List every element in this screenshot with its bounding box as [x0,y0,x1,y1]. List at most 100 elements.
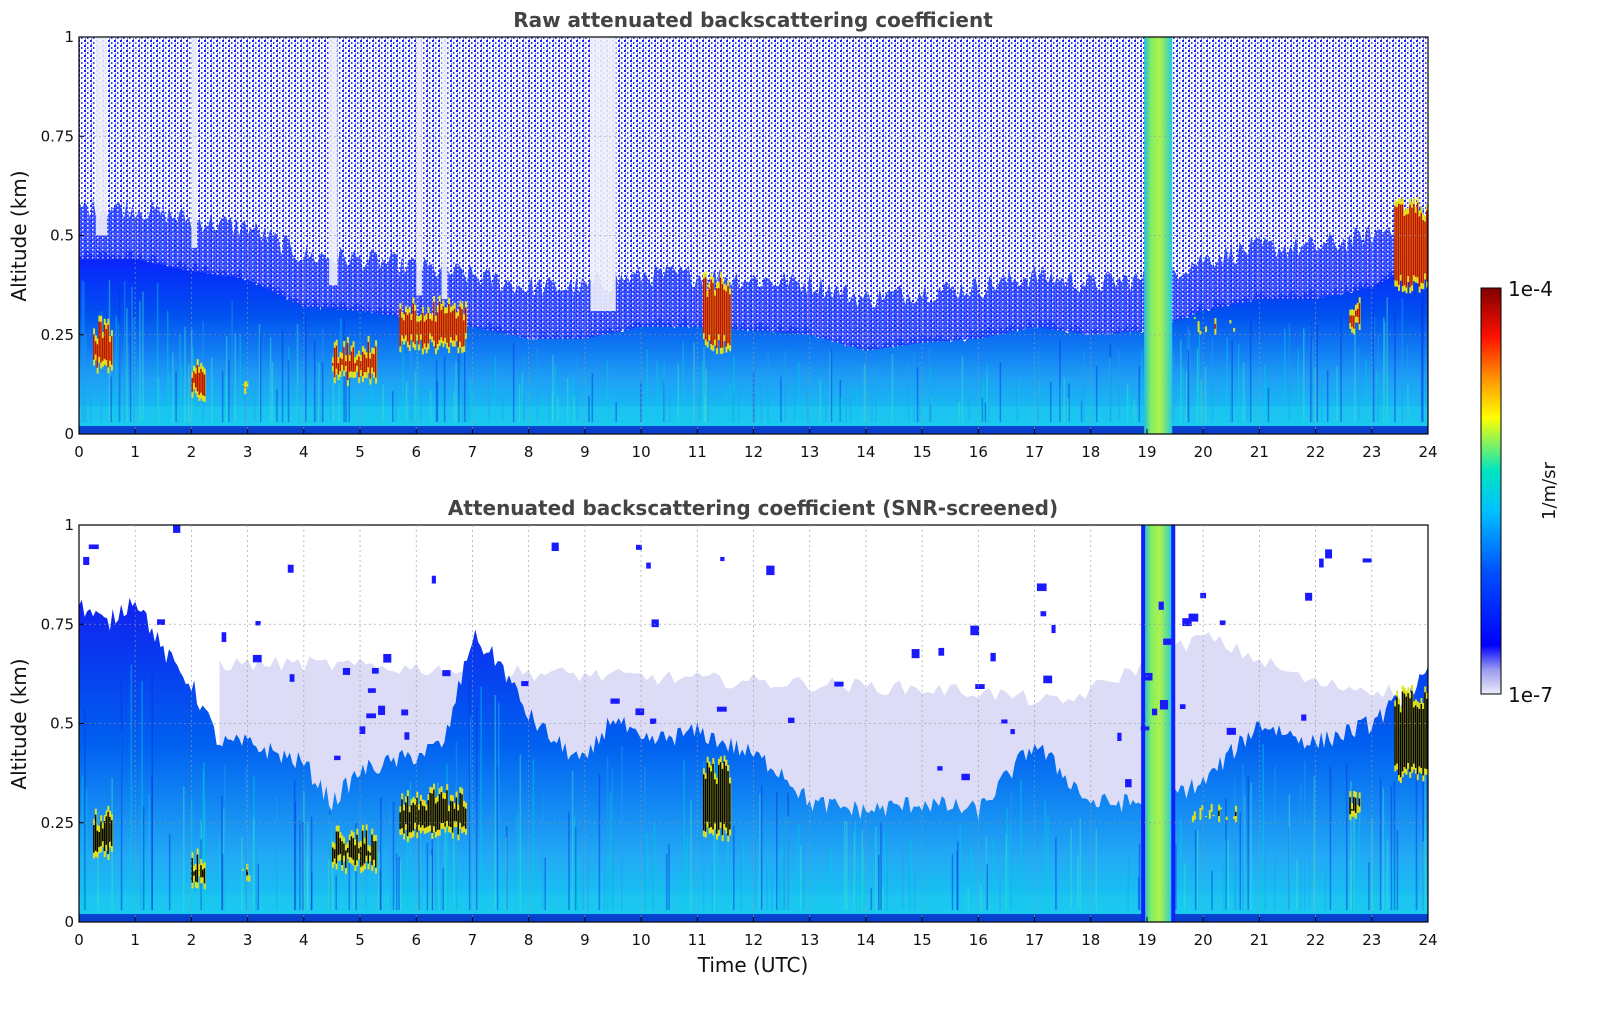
isolated-signal-pixel [371,668,379,674]
x-tick-label: 20 [1194,443,1213,461]
signal-streak [398,856,400,911]
high-signal-core [96,344,99,368]
high-signal-core [365,830,368,856]
signal-streak [256,838,258,911]
high-signal-core [1394,206,1396,281]
high-signal-core [371,353,373,368]
signal-streak [431,848,433,911]
signal-streak [1314,368,1316,423]
high-signal-core [412,303,415,342]
x-tick-label: 14 [856,443,875,461]
high-signal-core [704,277,707,340]
high-signal-core [446,313,448,343]
high-signal-core [345,361,347,366]
signal-streak [314,385,317,423]
signal-streak [598,774,601,911]
signal-streak [807,397,809,423]
signal-streak [118,324,120,423]
high-signal-core [403,810,405,834]
high-signal-core [427,312,429,344]
signal-streak [480,686,482,911]
high-signal-core [1409,698,1411,772]
signal-streak [854,822,857,911]
signal-streak [306,856,308,911]
signal-streak [218,837,220,911]
signal-streak [1068,383,1070,423]
high-signal-core [375,841,377,868]
high-signal-core [1416,707,1419,775]
high-signal-core [361,830,364,866]
isolated-signal-pixel [1188,613,1199,622]
signal-streak [1316,325,1319,423]
signal-streak [221,796,223,911]
signal-streak [961,356,964,423]
signal-streak [603,854,606,911]
x-tick-label: 11 [688,931,707,949]
x-tick-label: 24 [1418,931,1437,949]
high-signal-core [331,363,334,366]
x-ticks-screened: 0 1 2 3 4 5 6 7 8 9 10 11 12 13 14 15 16 17 18 19 20 21 22 23 24 [74,917,1438,949]
high-signal-core [375,346,377,378]
high-signal-core [1349,797,1351,815]
high-signal-core [194,869,197,882]
isolated-signal-pixel [1040,611,1047,617]
high-signal-core [464,808,467,829]
signal-streak [683,760,685,911]
high-signal-core [1398,704,1400,776]
signal-streak [1223,811,1225,911]
high-signal-halo [248,875,251,882]
high-signal-core [348,361,351,372]
high-signal-core [423,806,426,829]
x-tick-label: 1 [130,931,140,949]
signal-streak [430,855,433,911]
signal-streak [126,307,128,423]
high-signal-halo [246,381,249,387]
signal-streak [568,812,570,911]
x-tick-label: 4 [299,443,309,461]
signal-streak [1070,828,1073,911]
signal-streak [686,837,688,911]
signal-streak [426,842,429,911]
high-signal-core [194,373,197,388]
isolated-signal-pixel [521,681,529,687]
signal-streak [861,830,864,911]
signal-streak [1394,312,1396,423]
high-signal-core [1353,315,1355,329]
high-signal-core [246,869,248,876]
precipitation-edge [1141,525,1146,922]
signal-streak [1194,848,1197,911]
high-signal-core [1354,797,1357,813]
signal-streak [985,829,988,911]
signal-streak [853,833,856,911]
high-signal-core [1351,315,1353,327]
high-signal-core [455,797,458,822]
high-signal-core [1399,712,1402,778]
high-signal-core [716,783,718,834]
signal-streak [862,847,865,911]
high-signal-core [201,869,204,878]
signal-streak [999,877,1001,911]
signal-streak [288,346,290,423]
high-signal-core [714,779,716,824]
high-signal-core [345,850,347,868]
signal-streak [1390,785,1393,911]
signal-streak [738,385,740,423]
high-signal-core [702,774,705,831]
signal-streak [462,336,464,423]
high-signal-core [717,288,720,335]
signal-streak [310,872,313,911]
x-tick-label: 5 [355,931,365,949]
signal-streak [475,707,478,911]
signal-streak [607,851,609,911]
signal-streak [496,766,499,911]
high-signal-core [423,321,426,344]
signal-streak [1226,336,1228,423]
signal-streak [986,363,989,423]
signal-streak [456,845,458,911]
high-signal-core [98,831,100,848]
panel-raw: 0 1 2 3 4 5 6 7 8 9 10 11 12 13 14 15 16 17 18 19 20 21 22 23 24… [7,8,1438,461]
high-signal-core [729,783,731,830]
signal-streak [713,761,716,911]
signal-streak [275,795,278,911]
high-signal-core [341,841,343,866]
